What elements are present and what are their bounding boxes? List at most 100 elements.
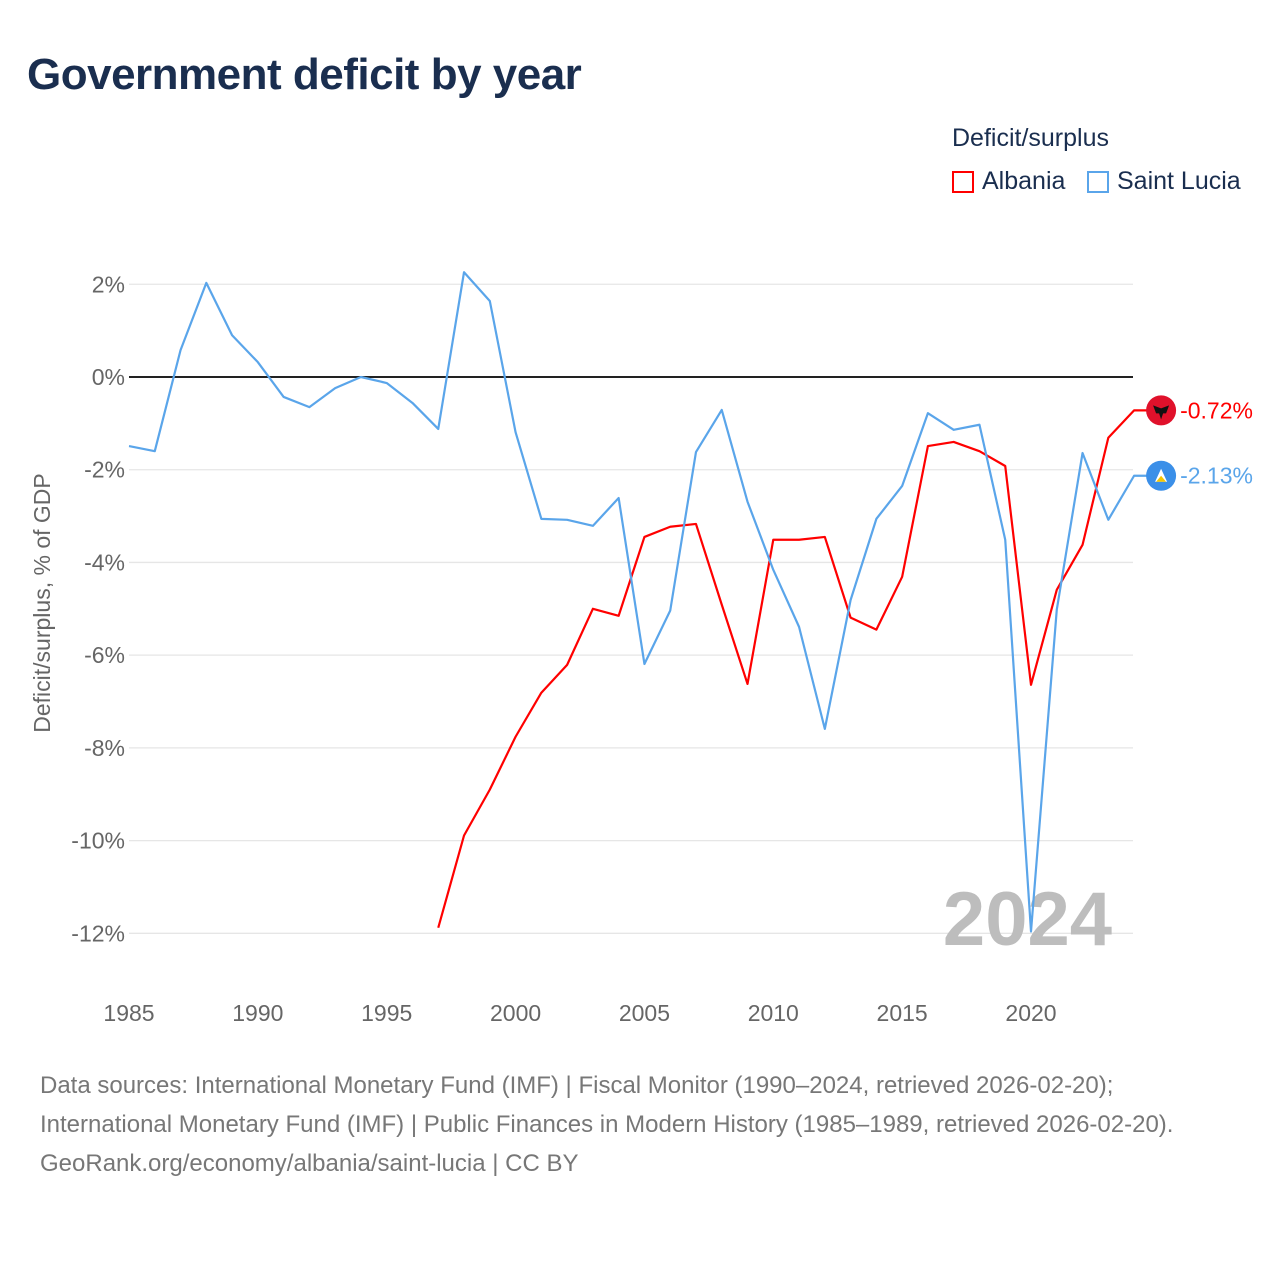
y-tick-label: -2% [84, 457, 125, 483]
data-point [746, 500, 750, 504]
x-tick-label: 2015 [877, 1000, 928, 1026]
data-point [874, 517, 878, 521]
data-point [849, 598, 853, 602]
data-point [539, 517, 543, 521]
data-point [900, 575, 904, 579]
legend-item-saint-lucia[interactable]: Saint Lucia [1087, 167, 1241, 196]
data-point [720, 603, 724, 607]
data-point [359, 375, 363, 379]
data-point [771, 568, 775, 572]
data-point [1081, 451, 1085, 455]
triangle-icon [1156, 475, 1167, 482]
data-point [539, 691, 543, 695]
data-point [153, 449, 157, 453]
chart-title: Government deficit by year [27, 50, 582, 99]
data-point [746, 682, 750, 686]
data-point [977, 423, 981, 427]
data-point [642, 535, 646, 539]
data-point [926, 444, 930, 448]
data-point [1081, 543, 1085, 547]
data-point [617, 614, 621, 618]
data-point [462, 270, 466, 274]
data-point [1132, 408, 1136, 412]
legend-swatch [1087, 170, 1109, 193]
data-point [1029, 683, 1033, 687]
data-point [900, 484, 904, 488]
x-tick-label: 2010 [748, 1000, 799, 1026]
footer: Data sources: International Monetary Fun… [40, 1066, 1240, 1183]
x-tick-label: 1990 [232, 1000, 283, 1026]
data-point [1003, 464, 1007, 468]
data-point [179, 348, 183, 352]
y-tick-label: 0% [92, 364, 125, 390]
data-point [333, 386, 337, 390]
data-point [952, 440, 956, 444]
data-point [1132, 474, 1136, 478]
data-point [282, 395, 286, 399]
y-axis-label: Deficit/surplus, % of GDP [29, 473, 55, 732]
data-point [462, 834, 466, 838]
data-point [1106, 436, 1110, 440]
data-point [565, 518, 569, 522]
data-point [410, 401, 414, 405]
data-point [797, 625, 801, 629]
y-tick-label: -10% [71, 828, 125, 854]
data-point [668, 609, 672, 613]
data-point [1055, 588, 1059, 592]
data-point [591, 607, 595, 611]
data-point [514, 735, 518, 739]
end-value-label: -0.72% [1180, 397, 1253, 423]
data-point [617, 496, 621, 500]
y-tick-label: -6% [84, 642, 125, 668]
data-point [977, 449, 981, 453]
data-point [849, 616, 853, 620]
data-point [1106, 518, 1110, 522]
data-point [436, 926, 440, 930]
data-point [694, 522, 698, 526]
data-point [591, 524, 595, 528]
y-tick-label: -4% [84, 549, 125, 575]
series-line-albania [437, 409, 1149, 929]
y-tick-label: -8% [84, 735, 125, 761]
data-point [127, 444, 131, 448]
data-point [230, 333, 234, 337]
data-point [926, 411, 930, 415]
data-point [823, 727, 827, 731]
triangle-icon [1155, 468, 1168, 482]
data-point [256, 360, 260, 364]
data-point [952, 428, 956, 432]
legend-swatch [952, 170, 974, 193]
x-tick-label: 2020 [1005, 1000, 1056, 1026]
data-point [1029, 929, 1033, 933]
credit-link[interactable]: GeoRank.org/economy/albania/saint-lucia … [40, 1150, 579, 1177]
data-point [385, 381, 389, 385]
data-point [488, 299, 492, 303]
data-point [307, 405, 311, 409]
data-point [488, 788, 492, 792]
x-tick-label: 1985 [103, 1000, 154, 1026]
data-point [694, 450, 698, 454]
eagle-icon [1153, 405, 1170, 420]
x-tick-label: 2005 [619, 1000, 670, 1026]
data-point [1003, 538, 1007, 542]
legend-label: Albania [982, 167, 1066, 195]
data-point [771, 538, 775, 542]
data-point [874, 628, 878, 632]
data-point [668, 525, 672, 529]
data-point [565, 663, 569, 667]
data-point [1055, 608, 1059, 612]
data-point [642, 662, 646, 666]
end-value-label: -2.13% [1180, 463, 1253, 489]
x-tick-label: 2000 [490, 1000, 541, 1026]
data-point [204, 281, 208, 285]
series-line-saint-lucia [128, 271, 1149, 933]
y-tick-label: 2% [92, 271, 125, 297]
legend-title: Deficit/surplus [952, 124, 1109, 152]
legend-label: Saint Lucia [1117, 167, 1241, 195]
legend-item-albania[interactable]: Albania [952, 167, 1065, 196]
data-point [514, 430, 518, 434]
y-tick-label: -12% [71, 920, 125, 946]
x-tick-label: 1995 [361, 1000, 412, 1026]
data-point [823, 535, 827, 539]
data-point [436, 427, 440, 431]
